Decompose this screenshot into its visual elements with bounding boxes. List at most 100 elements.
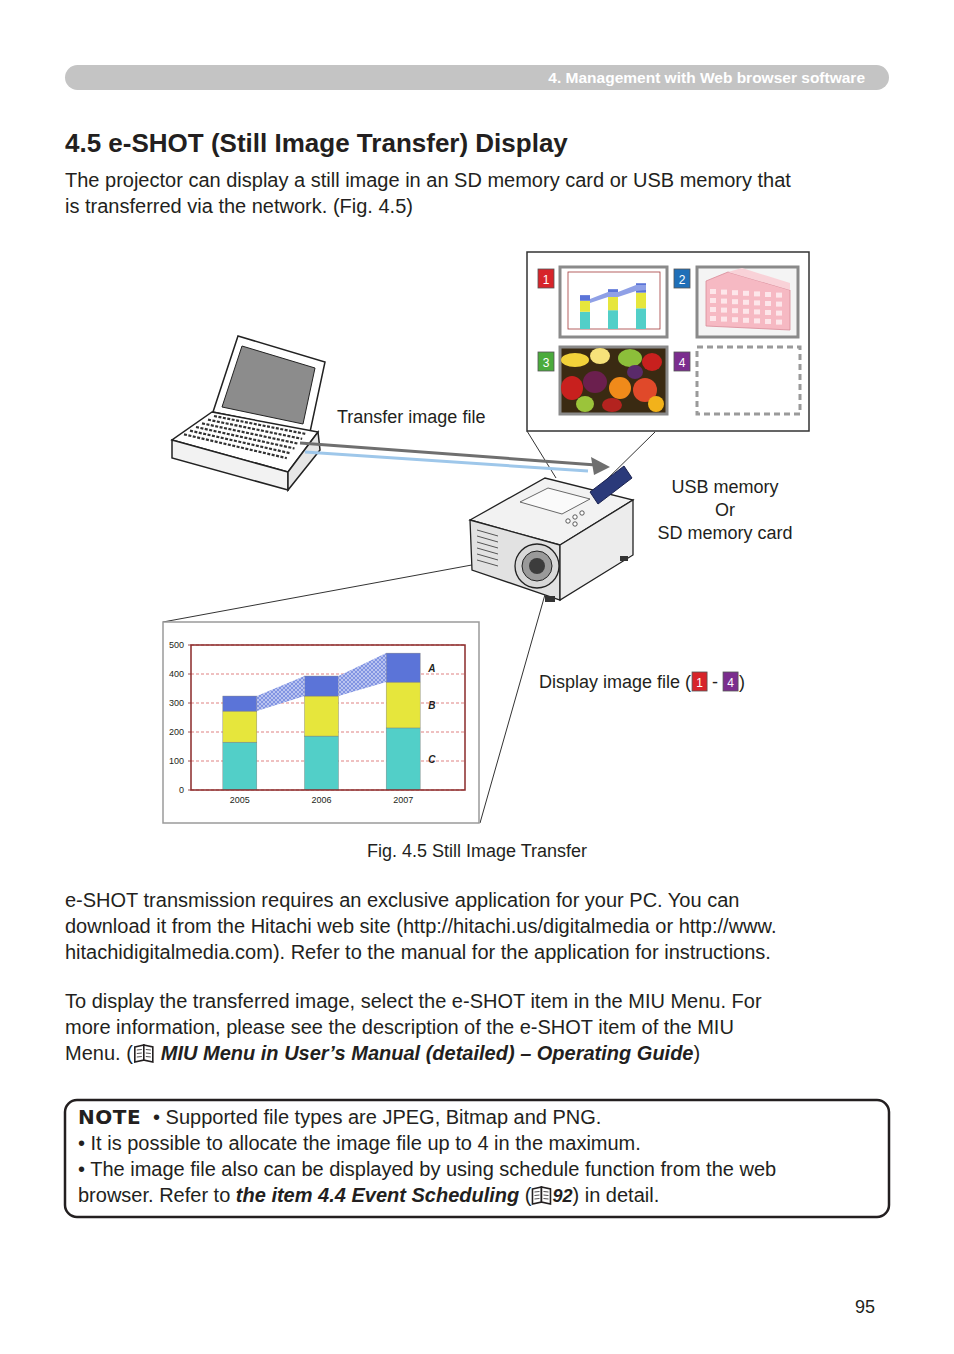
thumbnail-bar — [608, 296, 618, 310]
note-item: ) in detail. — [573, 1184, 660, 1206]
fruit — [642, 353, 662, 371]
legend-label: A — [427, 663, 435, 674]
fruit — [627, 365, 643, 379]
section-title: 4.5 e-SHOT (Still Image Transfer) Displa… — [65, 128, 568, 158]
body-line: To display the transferred image, select… — [65, 990, 762, 1012]
transfer-arrow — [300, 443, 596, 465]
x-tick-label: 2006 — [311, 795, 331, 805]
projector-vent — [477, 548, 498, 554]
body-line: Menu. ( — [65, 1042, 133, 1064]
storage-label: Or — [715, 500, 735, 520]
projection-line — [480, 584, 548, 823]
badge-box — [692, 672, 707, 691]
badge-box — [723, 672, 738, 691]
fruit — [648, 396, 664, 412]
projector-front — [470, 520, 560, 600]
slot-badge: 2 — [674, 269, 690, 288]
reference-link: the item 4.4 Event Scheduling — [236, 1184, 519, 1206]
usb-stick — [590, 466, 632, 504]
page-reference: 92 — [552, 1186, 572, 1206]
badge-number: 1 — [543, 273, 550, 287]
book-line — [534, 1191, 539, 1193]
y-tick-label: 100 — [169, 756, 184, 766]
note-item: browser. Refer to — [78, 1184, 236, 1206]
fruit — [561, 376, 583, 400]
book-line — [137, 1053, 142, 1055]
note-item: • It is possible to allocate the image f… — [78, 1132, 641, 1154]
note-frame — [65, 1100, 889, 1217]
body-line: e-SHOT transmission requires an exclusiv… — [65, 889, 739, 911]
bar-segment — [223, 742, 257, 790]
bar-segment — [386, 653, 420, 682]
building-window — [732, 299, 738, 304]
projector-side — [560, 500, 633, 600]
y-tick-label: 500 — [169, 640, 184, 650]
figure: 1234Transfer image fileUSB memoryOrSD me… — [163, 252, 809, 823]
book-page — [144, 1045, 153, 1062]
series-ribbon — [257, 676, 305, 711]
projector-button — [573, 515, 577, 519]
note-label: NOTE — [78, 1105, 141, 1129]
thumbnail-chart — [560, 267, 667, 337]
thumbnail-bar — [636, 308, 646, 329]
laptop — [172, 336, 325, 490]
laptop-side — [288, 432, 320, 490]
fruit — [583, 371, 607, 393]
badge-box — [538, 269, 554, 288]
slot-badge: 1 — [692, 672, 707, 691]
display-label: Display image file ( — [539, 672, 691, 692]
badge-number: 1 — [696, 676, 703, 690]
laptop-keys — [208, 420, 302, 439]
fruit — [590, 348, 610, 364]
display-screen: 1 2 3 4 — [527, 252, 809, 431]
bar-segment — [386, 728, 420, 790]
projector-vent — [477, 560, 498, 566]
building-window — [732, 317, 738, 322]
laptop-keys — [190, 431, 291, 454]
badge-number: 4 — [679, 356, 686, 370]
book-line — [146, 1049, 151, 1051]
thumbnail-frame — [560, 267, 667, 337]
book-line — [543, 1191, 548, 1193]
thumbnail-bar — [636, 293, 646, 309]
header-bar — [65, 65, 889, 90]
building-window — [765, 319, 771, 324]
fruit — [618, 349, 642, 367]
body-line: hitachidigitalmedia.com). Refer to the m… — [65, 941, 771, 963]
thumbnail-building — [697, 267, 798, 337]
transfer-label: Transfer image file — [337, 407, 485, 427]
building-window — [754, 291, 760, 296]
book-line — [146, 1056, 151, 1058]
transfer-arrowhead — [591, 457, 610, 475]
fruit — [609, 377, 631, 399]
body-line: ) — [694, 1042, 701, 1064]
display-label: ) — [739, 672, 745, 692]
badge-box — [674, 269, 690, 288]
note-item: • Supported file types are JPEG, Bitmap … — [153, 1106, 601, 1128]
building-window — [710, 316, 716, 321]
building-window — [743, 309, 749, 314]
projector — [470, 478, 633, 602]
thumbnail-bar — [580, 301, 590, 312]
body-line: more information, please see the descrip… — [65, 1016, 734, 1038]
page-number: 95 — [855, 1297, 875, 1317]
projection-line — [527, 431, 556, 478]
grid-line — [191, 674, 465, 675]
projector-lens — [522, 551, 552, 581]
note-item: • The image file also can be displayed b… — [78, 1158, 776, 1180]
book-line — [543, 1198, 548, 1200]
slot-badge: 3 — [538, 352, 554, 371]
projector-foot — [620, 556, 628, 561]
projector-vent — [477, 530, 498, 536]
intro-line: is transferred via the network. (Fig. 4.… — [65, 195, 413, 217]
building-window — [743, 318, 749, 323]
book-icon — [135, 1045, 153, 1062]
building-window — [721, 299, 727, 304]
chart: 0100200300400500200520062007CBA — [163, 622, 479, 823]
slot-badge: 4 — [723, 672, 738, 691]
bar-segment — [305, 696, 339, 736]
y-tick-label: 0 — [179, 785, 184, 795]
note-item: ( — [519, 1184, 532, 1206]
projector-panel — [520, 488, 590, 514]
page: 4. Management with Web browser software4… — [0, 0, 954, 1354]
